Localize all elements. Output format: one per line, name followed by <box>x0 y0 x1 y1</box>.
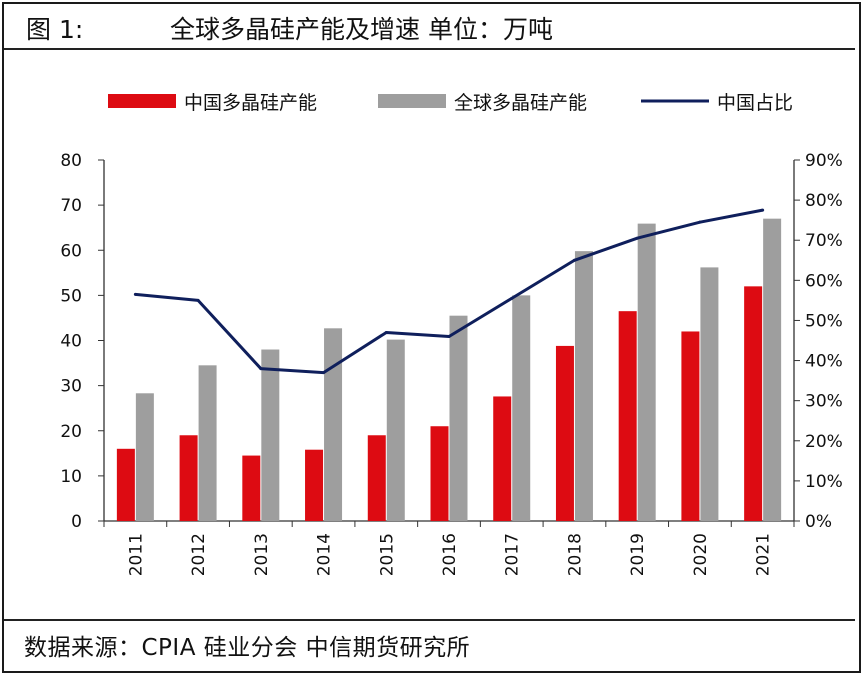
x-tick-label: 2018 <box>565 533 585 576</box>
x-tick-label: 2014 <box>315 533 335 576</box>
share-point <box>761 208 765 212</box>
share-point <box>698 220 702 224</box>
legend-swatch-global <box>378 94 446 108</box>
x-tick-label: 2020 <box>691 533 711 576</box>
share-point <box>384 330 388 334</box>
x-tick-label: 2017 <box>503 533 523 576</box>
y-left-tick-label: 70 <box>60 196 82 216</box>
y-left-tick-label: 50 <box>60 286 82 306</box>
title-divider <box>4 48 855 50</box>
bar-china <box>493 396 512 521</box>
y-left-tick-label: 20 <box>60 422 82 442</box>
bar-global <box>135 393 154 521</box>
y-right-tick-label: 0% <box>805 512 832 532</box>
bar-china <box>116 448 135 521</box>
x-tick-label: 2019 <box>628 533 648 576</box>
bar-china <box>367 435 386 521</box>
bar-global <box>763 218 782 521</box>
y-right-tick-label: 80% <box>805 191 843 211</box>
y-right-tick-label: 70% <box>805 231 843 251</box>
y-right-tick-label: 90% <box>805 151 843 171</box>
y-right-tick-label: 40% <box>805 352 843 372</box>
share-point <box>259 367 263 371</box>
y-left-tick-label: 40 <box>60 332 82 352</box>
x-tick-label: 2015 <box>377 533 397 576</box>
tick-labels: 0 10 20 30 40 50 60 70 80 0% 10% 20% 30% 40% 50% 60% 70%… <box>60 151 842 576</box>
figure-label: 图 1: <box>26 15 84 44</box>
x-tick-label: 2021 <box>754 533 774 576</box>
bar-global <box>700 267 719 521</box>
share-point <box>635 236 639 240</box>
source-divider <box>4 619 855 621</box>
bar-china <box>681 331 700 521</box>
y-left-tick-label: 10 <box>60 467 82 487</box>
bar-china <box>179 435 198 521</box>
x-tick-label: 2011 <box>126 533 146 576</box>
share-point <box>447 334 451 338</box>
bar-global <box>512 295 531 521</box>
x-tick-label: 2012 <box>189 533 209 576</box>
bar-china <box>242 455 261 521</box>
x-tick-label: 2016 <box>440 533 460 576</box>
y-left-tick-label: 80 <box>60 151 82 171</box>
axes <box>98 159 800 527</box>
source-note: 数据来源：CPIA 硅业分会 中信期货研究所 <box>24 635 471 661</box>
bar-global <box>324 328 343 521</box>
bar-china <box>555 345 574 521</box>
x-tick-label: 2013 <box>252 533 272 576</box>
legend: 中国多晶硅产能 全球多晶硅产能 中国占比 <box>108 92 793 114</box>
bar-china <box>305 449 324 521</box>
share-point <box>322 371 326 375</box>
bar-china <box>430 426 449 521</box>
y-left-tick-label: 60 <box>60 241 82 261</box>
share-point <box>572 258 576 262</box>
y-right-tick-label: 30% <box>805 392 843 412</box>
legend-label-global: 全球多晶硅产能 <box>454 92 587 114</box>
y-left-tick-label: 30 <box>60 377 82 397</box>
bar-global <box>637 223 656 521</box>
share-point <box>133 292 137 296</box>
bar-global <box>198 365 217 521</box>
title-row: 图 1: 全球多晶硅产能及增速 单位：万吨 <box>0 0 865 50</box>
legend-label-share: 中国占比 <box>717 92 793 114</box>
share-line-layer <box>133 208 765 375</box>
bar-global <box>449 315 468 521</box>
bar-global <box>574 251 593 521</box>
y-left-tick-label: 0 <box>71 512 82 532</box>
bar-global <box>261 349 280 521</box>
share-point <box>196 298 200 302</box>
y-right-tick-label: 10% <box>805 472 843 492</box>
bar-china <box>744 286 763 521</box>
y-right-tick-label: 50% <box>805 311 843 331</box>
share-point <box>510 296 514 300</box>
bars <box>116 218 782 521</box>
share-line <box>135 208 763 375</box>
y-right-tick-label: 60% <box>805 271 843 291</box>
legend-swatch-china <box>108 94 176 108</box>
y-right-tick-label: 20% <box>805 432 843 452</box>
legend-label-china: 中国多晶硅产能 <box>184 92 317 114</box>
page-title: 全球多晶硅产能及增速 单位：万吨 <box>170 15 553 44</box>
bar-china <box>618 311 637 521</box>
bar-global <box>386 339 405 521</box>
